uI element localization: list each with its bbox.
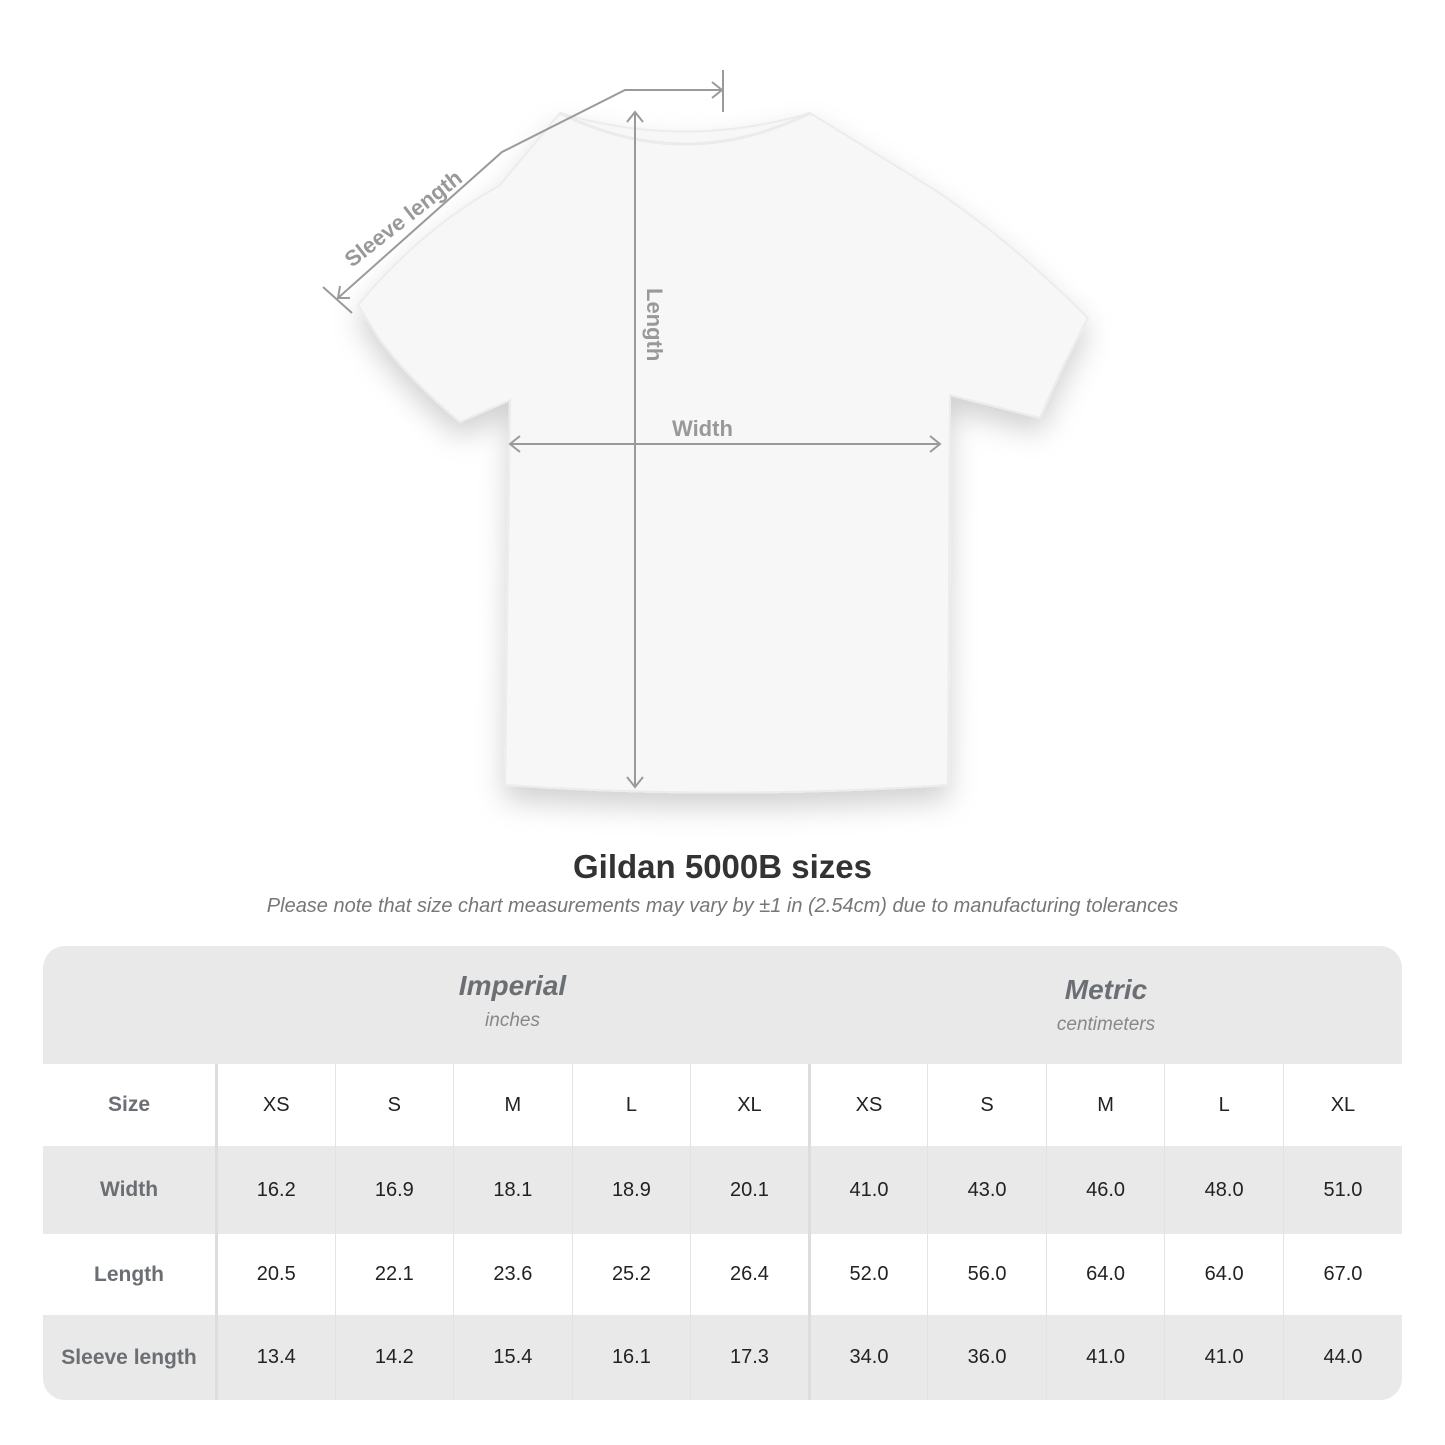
table-row: Sleeve length 13.4 14.2 15.4 16.1 17.3 34.0 36.… <box>43 1315 1402 1400</box>
table-row-sizes: Size XS S M L XL XS S M L XL <box>43 1064 1402 1146</box>
imperial-value: 14.2 <box>334 1315 454 1400</box>
size-cell: L <box>571 1064 691 1146</box>
metric-unit: centimeters <box>1056 1014 1156 1035</box>
imperial-value: 18.1 <box>453 1146 573 1234</box>
metric-value: 64.0 <box>1164 1234 1284 1315</box>
size-cell: S <box>334 1064 454 1146</box>
imperial-value: 25.2 <box>571 1234 691 1315</box>
size-table-panel: Imperial inches Metric centimeters Size … <box>43 946 1402 1400</box>
metric-value: 56.0 <box>927 1234 1047 1315</box>
metric-value: 46.0 <box>1045 1146 1165 1234</box>
metric-value: 51.0 <box>1282 1146 1402 1234</box>
page-title: Gildan 5000B sizes <box>573 848 872 885</box>
row-label: Length <box>43 1234 218 1315</box>
imperial-value: 17.3 <box>690 1315 811 1400</box>
size-header: Size <box>43 1064 218 1146</box>
size-cell: XS <box>808 1064 928 1146</box>
size-cell: S <box>927 1064 1047 1146</box>
metric-value: 36.0 <box>927 1315 1047 1400</box>
imperial-value: 23.6 <box>453 1234 573 1315</box>
size-cell: M <box>453 1064 573 1146</box>
size-table: Size XS S M L XL XS S M L XL Width 16.2 16… <box>43 1064 1402 1400</box>
tshirt-measurement-diagram: Sleeve length Length Width <box>322 70 1090 794</box>
imperial-value: 16.2 <box>216 1146 336 1234</box>
metric-value: 41.0 <box>808 1146 928 1234</box>
metric-value: 34.0 <box>808 1315 928 1400</box>
tolerance-note: Please note that size chart measurements… <box>266 895 1179 917</box>
imperial-title: Imperial <box>458 970 567 1001</box>
row-label: Width <box>43 1146 218 1234</box>
size-cell: M <box>1045 1064 1165 1146</box>
metric-value: 41.0 <box>1164 1315 1284 1400</box>
metric-value: 43.0 <box>927 1146 1047 1234</box>
metric-header: Metric centimeters <box>810 946 1402 1064</box>
imperial-value: 20.5 <box>216 1234 336 1315</box>
table-row: Width 16.2 16.9 18.1 18.9 20.1 41.0 43.0 46.0 48.… <box>43 1146 1402 1234</box>
tshirt-image <box>356 111 1090 794</box>
metric-value: 48.0 <box>1164 1146 1284 1234</box>
imperial-value: 20.1 <box>690 1146 811 1234</box>
size-cell: XL <box>690 1064 811 1146</box>
metric-title: Metric <box>1064 974 1148 1005</box>
row-label: Sleeve length <box>43 1315 218 1400</box>
imperial-value: 18.9 <box>571 1146 691 1234</box>
imperial-value: 15.4 <box>453 1315 573 1400</box>
imperial-value: 13.4 <box>216 1315 336 1400</box>
imperial-unit: inches <box>485 1010 540 1031</box>
imperial-value: 26.4 <box>690 1234 811 1315</box>
width-label: Width <box>672 416 733 441</box>
metric-value: 41.0 <box>1045 1315 1165 1400</box>
imperial-value: 16.9 <box>334 1146 454 1234</box>
metric-value: 64.0 <box>1045 1234 1165 1315</box>
metric-value: 52.0 <box>808 1234 928 1315</box>
size-cell: L <box>1164 1064 1284 1146</box>
imperial-value: 16.1 <box>571 1315 691 1400</box>
metric-value: 67.0 <box>1282 1234 1402 1315</box>
length-label: Length <box>642 288 667 361</box>
metric-value: 44.0 <box>1282 1315 1402 1400</box>
imperial-header: Imperial inches <box>215 946 810 1064</box>
size-cell: XL <box>1282 1064 1402 1146</box>
table-row: Length 20.5 22.1 23.6 25.2 26.4 52.0 56.0 64.0 64… <box>43 1234 1402 1315</box>
imperial-value: 22.1 <box>334 1234 454 1315</box>
size-cell: XS <box>216 1064 336 1146</box>
